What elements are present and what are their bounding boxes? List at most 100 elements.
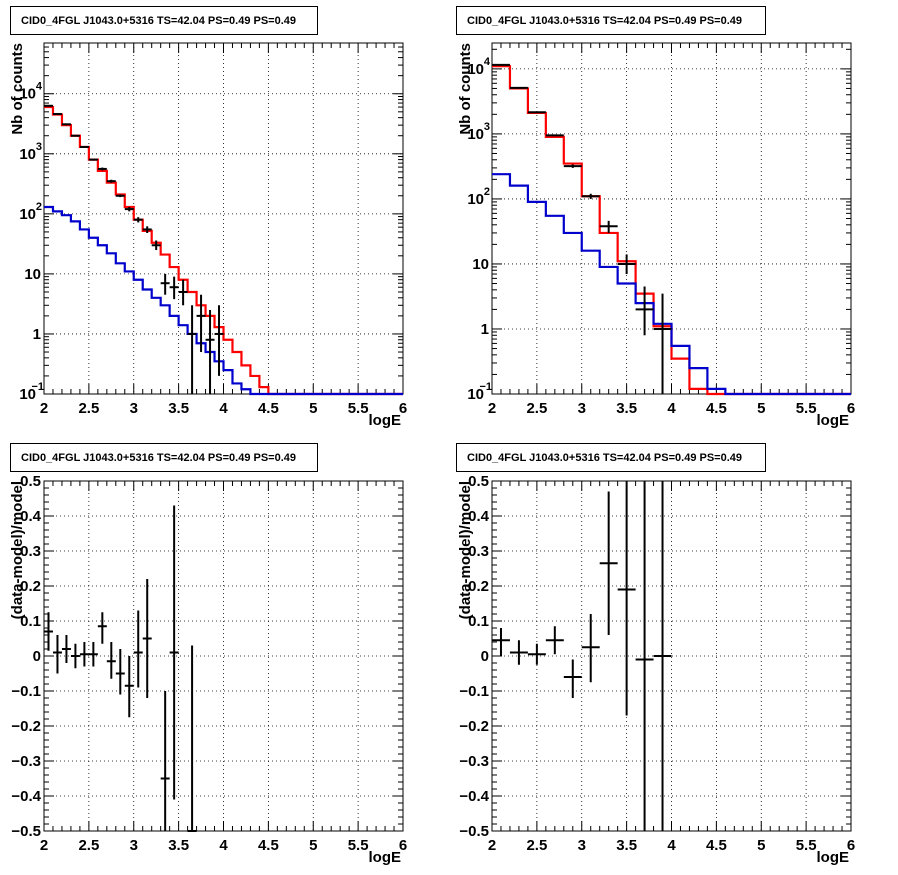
x-tick-label: 3 <box>578 400 586 417</box>
y-tick-exponent: 2 <box>484 186 490 198</box>
x-tick-label: 6 <box>399 400 407 417</box>
x-tick-label: 3.5 <box>168 400 189 417</box>
y-tick-label: 0.5 <box>468 473 489 490</box>
data-point <box>492 63 510 66</box>
plot-panel-3: 2 2.5 3 3.5 4 4.5 5 5.5 6logE−0.5−0.4−0.3−0.2−0.… <box>9 473 407 866</box>
x-tick-label: 6 <box>847 400 855 417</box>
data-point <box>88 158 98 161</box>
data-point <box>599 491 618 635</box>
data-point <box>133 217 143 223</box>
data-point <box>214 305 224 376</box>
series-step-1 <box>44 105 403 396</box>
grid <box>44 481 403 831</box>
data-point <box>52 112 62 115</box>
title-box-2: CID0_4FGL J1043.0+5316 TS=42.04 PS=0.49 … <box>456 6 766 35</box>
x-tick-label: 2.5 <box>78 400 99 417</box>
x-tick-label: 4 <box>667 837 676 854</box>
data-point <box>133 610 143 688</box>
data-point <box>88 642 98 667</box>
y-tick-label: −0.1 <box>11 683 41 700</box>
data-point <box>581 193 600 199</box>
y-tick-label: 10 <box>19 146 36 163</box>
data-point <box>142 226 152 233</box>
y-tick-label: 0.1 <box>20 613 41 630</box>
data-point <box>61 635 71 663</box>
y-tick-exponent: −1 <box>479 381 492 393</box>
data-point <box>545 626 564 655</box>
data-point <box>653 481 672 831</box>
data-point <box>196 294 206 353</box>
x-axis-label: logE <box>817 849 850 866</box>
y-tick-label: 10 <box>24 266 41 283</box>
chart-title-2: CID0_4FGL J1043.0+5316 TS=42.04 PS=0.49 … <box>467 15 742 27</box>
chart-title-4: CID0_4FGL J1043.0+5316 TS=42.04 PS=0.49 … <box>467 452 742 464</box>
data-point <box>142 579 152 698</box>
data-point <box>97 167 107 171</box>
x-tick-label: 5.5 <box>348 400 369 417</box>
x-tick-label: 6 <box>399 837 407 854</box>
y-tick-label: 0.2 <box>20 578 41 595</box>
data-point <box>653 293 672 394</box>
data-point <box>44 104 53 107</box>
y-tick-label: 0.1 <box>468 613 489 630</box>
x-tick-label: 2 <box>488 837 496 854</box>
data-point <box>617 481 636 716</box>
y-tick-label: 10 <box>467 191 484 208</box>
y-tick-label: 10 <box>467 126 484 143</box>
x-tick-label: 4.5 <box>258 400 279 417</box>
y-axis: −0.5 −0.4 −0.3 −0.2 −0.1 0 0.1 0.2 0.3 0.4 0.5(dat… <box>9 473 403 840</box>
y-tick-label: 0.4 <box>20 508 42 525</box>
x-tick-label: 3.5 <box>616 400 637 417</box>
data-point <box>492 628 510 656</box>
x-tick-label: 5 <box>309 837 317 854</box>
x-tick-label: 5.5 <box>348 837 369 854</box>
data-point <box>97 612 107 644</box>
x-tick-label: 5 <box>757 837 765 854</box>
y-tick-label: 0.2 <box>468 578 489 595</box>
x-tick-label: 4.5 <box>258 837 279 854</box>
chart-title-3: CID0_4FGL J1043.0+5316 TS=42.04 PS=0.49 … <box>21 452 296 464</box>
x-axis-label: logE <box>369 849 402 866</box>
data-point <box>160 273 170 295</box>
title-box-1: CID0_4FGL J1043.0+5316 TS=42.04 PS=0.49 … <box>10 6 318 35</box>
x-tick-label: 2 <box>40 400 48 417</box>
data-point <box>205 310 215 394</box>
x-tick-label: 4 <box>667 400 676 417</box>
data-point <box>509 86 528 89</box>
y-tick-label: −0.5 <box>11 823 41 840</box>
data-point <box>151 240 161 251</box>
data-point <box>160 691 170 831</box>
data-points <box>44 505 197 832</box>
data-points <box>492 63 672 394</box>
y-tick-label: 0 <box>33 648 41 665</box>
data-point <box>70 643 80 669</box>
y-tick-label: 10 <box>19 386 36 403</box>
data-point <box>527 111 546 114</box>
series-step-2 <box>44 205 403 396</box>
y-tick-label: −0.2 <box>459 718 489 735</box>
data-point <box>44 612 53 651</box>
x-tick-label: 5 <box>309 400 317 417</box>
x-tick-label: 3.5 <box>616 837 637 854</box>
x-tick-label: 3 <box>578 837 586 854</box>
data-point <box>581 614 600 683</box>
x-tick-label: 2 <box>488 400 496 417</box>
y-tick-exponent: −1 <box>31 381 44 393</box>
x-tick-label: 3 <box>130 837 138 854</box>
data-point <box>79 145 89 148</box>
x-tick-label: 2.5 <box>526 837 547 854</box>
y-tick-label: −0.2 <box>11 718 41 735</box>
y-tick-exponent: 3 <box>484 121 490 133</box>
data-point <box>70 134 80 137</box>
y-tick-label: −0.3 <box>459 753 489 770</box>
y-tick-label: 0 <box>481 648 489 665</box>
data-point <box>527 643 546 665</box>
x-tick-label: 3 <box>130 400 138 417</box>
y-tick-label: 10 <box>467 386 484 403</box>
x-tick-label: 2 <box>40 837 48 854</box>
